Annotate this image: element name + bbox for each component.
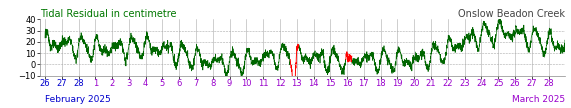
Text: Onslow Beadon Creek: Onslow Beadon Creek [459,9,565,19]
Text: Tidal Residual in centimetre: Tidal Residual in centimetre [40,9,176,19]
Text: February 2025: February 2025 [45,95,111,104]
Text: March 2025: March 2025 [512,95,565,104]
